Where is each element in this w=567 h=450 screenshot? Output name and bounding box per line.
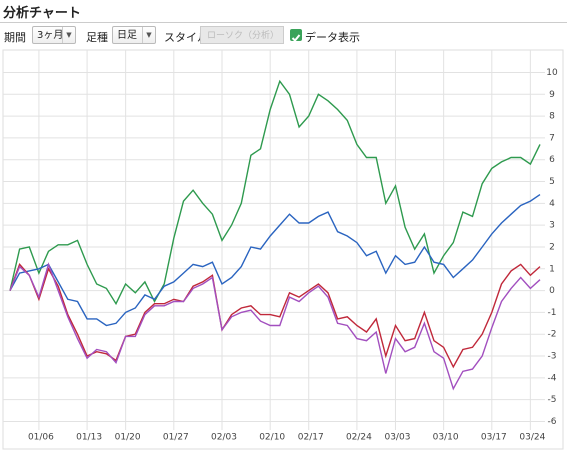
y-tick-label: -1 [548, 308, 557, 318]
data-line [9, 79, 541, 306]
y-tick-label: 0 [549, 286, 555, 296]
x-tick-label: 02/10 [259, 433, 285, 443]
data-checkbox[interactable] [290, 29, 302, 42]
style-input: ローソク（分析） [200, 26, 284, 44]
bar-label: 足種 [86, 31, 108, 44]
period-select[interactable]: 3ヶ月 ▼ [32, 26, 76, 44]
y-tick-label: -5 [548, 395, 557, 405]
y-tick-label: 8 [549, 112, 555, 122]
x-tick-label: 03/24 [519, 433, 545, 443]
y-tick-label: 4 [549, 199, 555, 209]
y-tick-label: 10 [546, 68, 558, 78]
y-tick-label: 2 [549, 242, 555, 252]
y-tick-label: 9 [549, 90, 555, 100]
y-tick-label: -4 [548, 373, 557, 383]
chart-frame [2, 49, 564, 450]
y-tick-label: 3 [549, 221, 555, 231]
x-tick-label: 01/06 [28, 433, 54, 443]
style-label: スタイル [164, 31, 208, 44]
x-tick-label: 03/10 [433, 433, 459, 443]
y-tick-label: 1 [549, 264, 555, 274]
x-tick-label: 02/17 [298, 433, 324, 443]
x-tick-label: 02/03 [211, 433, 237, 443]
dropdown-arrow: ▼ [62, 27, 75, 43]
x-tick-label: 02/24 [346, 433, 372, 443]
period-value: 3ヶ月 [37, 30, 64, 41]
dropdown-arrow: ▼ [142, 27, 155, 43]
x-tick-label: 01/13 [76, 433, 102, 443]
bar-select[interactable]: 日足 ▼ [112, 26, 156, 44]
y-tick-label: -6 [548, 417, 557, 427]
divider [0, 22, 567, 23]
y-tick-label: 7 [549, 133, 555, 143]
y-tick-label: 5 [549, 177, 555, 187]
data-line [9, 262, 541, 391]
page-title: 分析チャート [3, 6, 81, 21]
data-label: データ表示 [305, 31, 360, 44]
x-tick-label: 03/17 [481, 433, 507, 443]
x-tick-label: 01/20 [115, 433, 141, 443]
period-label: 期間 [4, 31, 26, 44]
data-line [9, 263, 541, 369]
data-line [9, 194, 541, 327]
check-icon [291, 34, 301, 42]
y-tick-label: 6 [549, 155, 555, 165]
y-tick-label: -3 [548, 352, 557, 362]
bar-value: 日足 [117, 30, 137, 41]
x-tick-label: 03/03 [384, 433, 410, 443]
x-tick-label: 01/27 [163, 433, 189, 443]
y-tick-label: -2 [548, 330, 557, 340]
